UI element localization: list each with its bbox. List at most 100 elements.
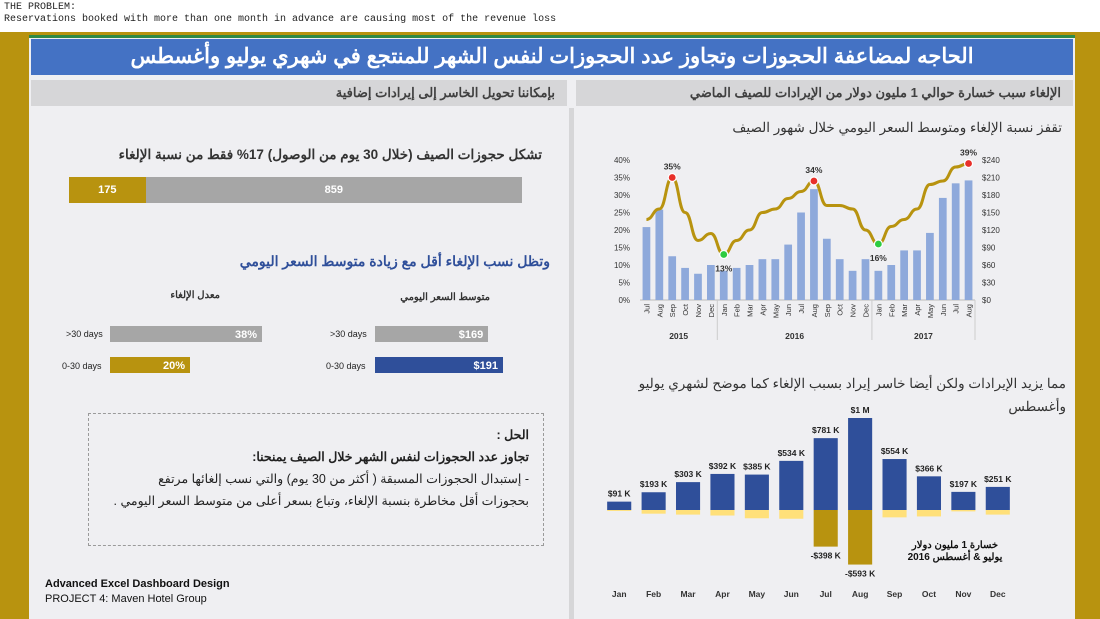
revenue-bar (607, 501, 632, 510)
footer-title: Advanced Excel Dashboard Design (45, 578, 230, 590)
month-label: Jan (612, 589, 627, 599)
cancellation-adr-chart: 0% 5% 10% 15% 20% 25% 30% 35% 40% $0 $30 $60 $90 $120… (614, 148, 1000, 342)
lost-revenue-bar (779, 510, 804, 519)
revenue-bar (710, 473, 735, 510)
month-tick: Oct (681, 303, 690, 316)
month-label: Jun (784, 589, 799, 599)
lost-revenue-bar (641, 510, 666, 514)
right-axis-tick: $90 (982, 244, 996, 253)
adr-value: $169 (458, 329, 484, 341)
revenue-label: $1 M (851, 405, 870, 415)
lost-revenue-bar (951, 510, 976, 512)
adr-bar-0-30: $191 (375, 357, 503, 373)
lost-revenue-bar (985, 510, 1010, 515)
share-title: تشكل حجوزات الصيف (خلال 30 يوم من الوصول… (118, 147, 542, 162)
loss-annotation-line1: خسارة 1 مليون دولار (911, 540, 999, 551)
month-tick: Aug (810, 304, 819, 317)
adr-bar-30plus: $169 (375, 326, 489, 342)
month-label: Aug (852, 589, 869, 599)
banner-title: الحاجه لمضاعفة الحجوزات وتجاوز عدد الحجو… (31, 39, 1073, 75)
month-tick: Jul (797, 304, 806, 314)
trend-title: وتظل نسب الإلغاء أقل مع زيادة متوسط السع… (239, 253, 550, 269)
top-accent-line (29, 35, 1075, 38)
panel-divider (569, 108, 574, 619)
left-axis-tick: 35% (614, 174, 630, 183)
chart2-title-text: مما يزيد الإيرادات ولكن أيضا خاسر إيراد … (638, 376, 1066, 414)
share-bar-rest-label: 859 (324, 184, 343, 196)
left-axis-tick: 30% (614, 191, 630, 200)
revenue-label: $251 K (984, 474, 1012, 484)
adr-bar (951, 183, 960, 300)
month-tick: Feb (733, 304, 742, 317)
month-tick: Jun (784, 304, 793, 316)
cancel-rate-bar-30plus: 38% (110, 326, 262, 342)
revenue-label: $385 K (743, 462, 771, 472)
solution-box: الحل : تجاوز عدد الحجوزات لنفس الشهر خلا… (88, 413, 544, 546)
month-label: Jul (820, 589, 832, 599)
adr-bar (681, 267, 689, 300)
highlight-label: 34% (805, 165, 822, 175)
month-label: Nov (955, 589, 971, 599)
adr-bar (642, 227, 651, 300)
month-tick: Aug (965, 304, 974, 317)
lost-revenue-bar (744, 510, 769, 519)
right-axis-tick: $240 (982, 156, 1000, 165)
revenue-bar (813, 438, 838, 510)
highlight-marker (809, 176, 819, 186)
adr-bar (874, 270, 883, 300)
month-tick: Nov (849, 304, 858, 318)
left-axis-tick: 20% (614, 226, 630, 235)
left-axis-tick: 15% (614, 244, 630, 253)
adr-bar (771, 259, 780, 300)
cancellation-rate-line (646, 162, 969, 257)
revenue-label: $91 K (608, 489, 632, 499)
revenue-bar (641, 492, 666, 510)
revenue-bar (951, 491, 976, 510)
adr-bar (784, 244, 793, 300)
adr-bar (938, 197, 947, 300)
solution-heading: الحل : (496, 428, 529, 442)
monthly-revenue-chart: $91 K Jan $193 K Feb $303 K Mar $392 K Apr $385 … (607, 405, 1012, 599)
row-label-0-30-adr: 0-30 days (326, 361, 366, 371)
lost-revenue-bar (675, 510, 701, 515)
month-tick: Oct (836, 303, 845, 316)
lost-revenue-bar (710, 510, 735, 516)
solution-subheading: تجاوز عدد الحجوزات لنفس الشهر خلال الصيف… (252, 450, 529, 464)
month-label: Oct (922, 589, 936, 599)
highlight-label: 16% (870, 253, 887, 263)
revenue-bar (916, 476, 942, 510)
revenue-label: $197 K (950, 479, 978, 489)
adr-label: متوسط السعر اليومي (400, 292, 490, 303)
lost-revenue-bar (916, 510, 942, 517)
month-tick: Sep (823, 304, 832, 317)
adr-bar (848, 270, 857, 300)
right-subheader: الإلغاء سبب خسارة حوالي 1 مليون دولار من… (576, 80, 1073, 106)
month-label: Apr (715, 589, 730, 599)
problem-note: THE PROBLEM: Reservations booked with mo… (4, 2, 556, 26)
revenue-label: $303 K (674, 469, 702, 479)
adr-bar (797, 212, 805, 300)
highlight-marker (667, 172, 677, 183)
adr-bar (926, 232, 934, 300)
share-bar-rest: 859 (145, 177, 522, 203)
lost-revenue-label: -$398 K (811, 551, 842, 561)
revenue-label: $534 K (778, 448, 806, 458)
problem-note-line2: Reservations booked with more than one m… (4, 14, 557, 25)
adr-bar (668, 256, 677, 300)
adr-bar (758, 259, 767, 300)
loss-annotation: خسارة 1 مليون دولار يوليو & أغسطس 2016 (900, 540, 1010, 564)
month-tick: Aug (655, 304, 664, 317)
month-tick: Mar (900, 304, 909, 317)
revenue-bar (985, 486, 1010, 510)
problem-note-line1: THE PROBLEM: (4, 2, 77, 13)
adr-bar (732, 267, 741, 300)
revenue-bar (882, 459, 907, 510)
right-axis-tick: $60 (982, 261, 996, 270)
year-label: 2017 (914, 331, 933, 341)
month-tick: Jul (642, 304, 651, 314)
revenue-bar (744, 474, 769, 510)
left-subheader: بإمكاننا تحويل الخاسر إلى إيرادات إضافية (31, 80, 567, 106)
solution-line1: - إستبدال الحجوزات المسبقة ( أكثر من 30 … (158, 472, 529, 486)
year-label: 2015 (669, 331, 688, 341)
adr-bar (964, 180, 973, 300)
